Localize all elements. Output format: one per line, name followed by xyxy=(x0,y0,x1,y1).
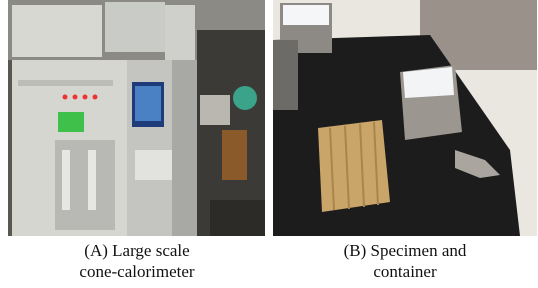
caption-line: (B) Specimen and xyxy=(305,240,505,261)
photo-b xyxy=(273,0,537,236)
photo-a xyxy=(8,0,265,236)
figure: (A) Large scale cone-calorimeter (B) Spe… xyxy=(0,0,538,288)
caption-line: container xyxy=(305,261,505,282)
caption-b: (B) Specimen and container xyxy=(305,240,505,282)
caption-line: cone-calorimeter xyxy=(37,261,237,282)
caption-a: (A) Large scale cone-calorimeter xyxy=(37,240,237,282)
photos xyxy=(0,0,538,238)
caption-line: (A) Large scale xyxy=(37,240,237,261)
